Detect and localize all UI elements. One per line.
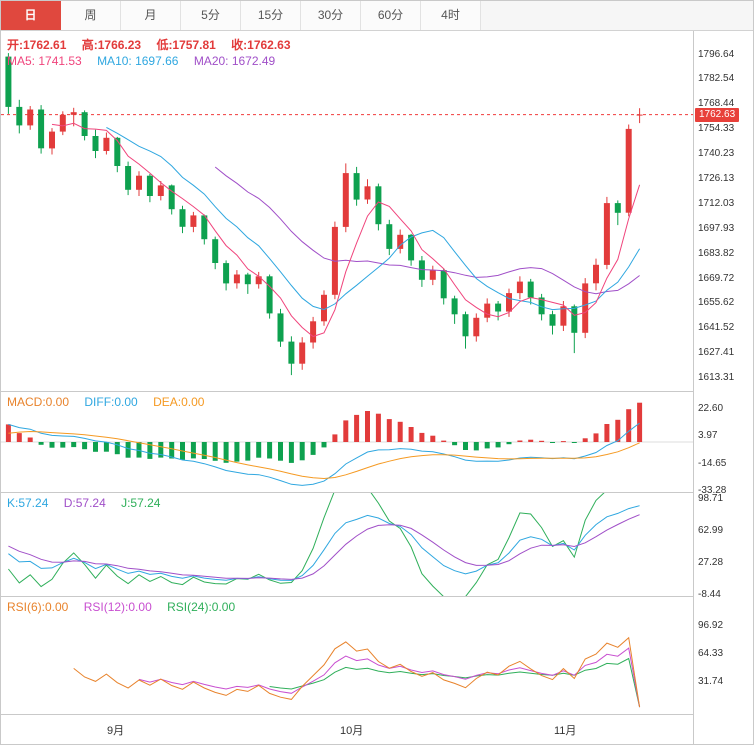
x-axis-month-label: 9月 [107,725,125,737]
macd-panel: MACD:0.00 DIFF:0.00 DEA:0.00 [1,392,693,493]
axis-tick-label: -33.28 [698,485,727,496]
kdj-panel: K:57.24 D:57.24 J:57.24 [1,493,693,597]
axis-tick-label: 1669.72 [698,273,735,284]
axis-tick-label: 1641.52 [698,322,735,333]
tab-30min[interactable]: 30分 [301,1,361,30]
axis-tick-label: 1683.82 [698,248,735,259]
tab-4hour[interactable]: 4时 [421,1,481,30]
kdj-chart-canvas[interactable] [1,493,693,596]
axis-tick-label: 31.74 [698,676,724,687]
axis-tick-label: 1796.64 [698,49,735,60]
axis-tick-label: 3.97 [698,430,718,441]
timeframe-toolbar: 日 周 月 5分 15分 30分 60分 4时 [1,1,753,31]
x-axis-month-label: 10月 [340,725,364,737]
axis-tick-label: 96.92 [698,620,724,631]
rsi-chart-canvas[interactable] [1,597,693,714]
axis-tick-label: 1697.93 [698,223,735,234]
axis-tick-label: -8.44 [698,589,721,600]
axis-tick-label: 27.28 [698,557,724,568]
axis-tick-label: 22.60 [698,403,724,414]
price-chart-canvas[interactable] [1,31,693,391]
current-price-badge: 1762.63 [695,108,740,122]
axis-tick-label: 1782.54 [698,73,735,84]
axis-tick-label: 98.71 [698,493,724,504]
axis-tick-label: 1655.62 [698,297,735,308]
axis-tick-label: 1754.33 [698,123,735,134]
macd-chart-canvas[interactable] [1,392,693,492]
axis-tick-label: 62.99 [698,525,724,536]
tab-month[interactable]: 月 [121,1,181,30]
axis-tick-label: 1712.03 [698,198,735,209]
price-axis: 1796.64 1782.54 1768.44 1754.33 1740.23 1726.… [693,31,753,744]
price-panel: 开:1762.61 高:1766.23 低:1757.81 收:1762.63 … [1,31,693,392]
axis-tick-label: 64.33 [698,648,724,659]
axis-tick-label: 1627.41 [698,347,735,358]
x-axis-month-label: 11月 [554,725,577,737]
axis-tick-label: 1613.31 [698,372,735,383]
tab-day[interactable]: 日 [1,1,61,30]
axis-tick-label: -14.65 [698,458,727,469]
tab-5min[interactable]: 5分 [181,1,241,30]
tab-60min[interactable]: 60分 [361,1,421,30]
rsi-panel: RSI(6):0.00 RSI(12):0.00 RSI(24):0.00 [1,597,693,715]
axis-tick-label: 1768.44 [698,98,735,109]
tab-15min[interactable]: 15分 [241,1,301,30]
axis-tick-label: 1740.23 [698,148,735,159]
axis-tick-label: 1726.13 [698,173,735,184]
time-axis: 9月 10月 11月 [1,715,693,744]
tab-week[interactable]: 周 [61,1,121,30]
